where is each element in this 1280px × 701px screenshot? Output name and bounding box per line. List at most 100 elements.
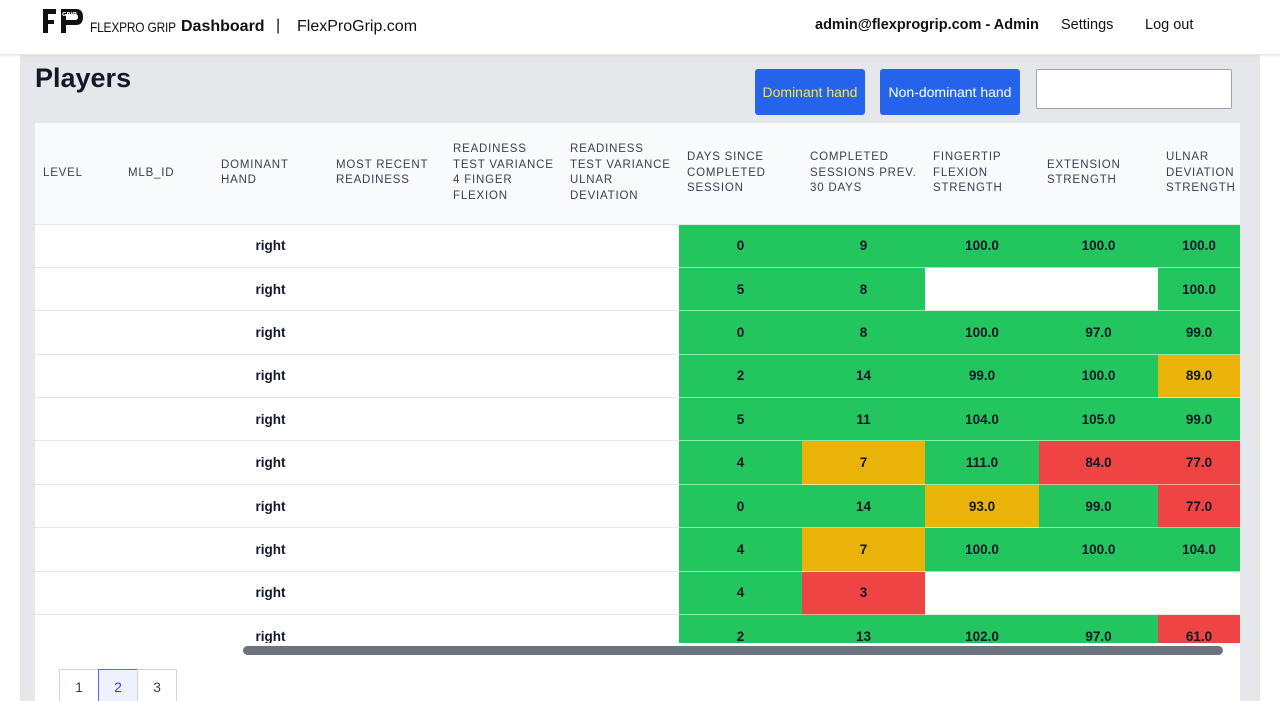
variance-flexion-cell: [445, 484, 562, 529]
nav-site-link[interactable]: FlexProGrip.com: [297, 18, 418, 35]
readiness-cell: [328, 310, 445, 355]
dominant-hand-cell: right: [213, 440, 328, 485]
column-header-variance-ulnar-deviation[interactable]: READINESS TEST VARIANCE ULNAR DEVIATION: [562, 123, 679, 225]
extension-cell: 100.0: [1039, 224, 1158, 268]
mlb-id-cell: [120, 224, 213, 268]
mlb-id-cell: [120, 484, 213, 529]
table-row[interactable]: right 5 11 104.0 105.0 99.0: [35, 397, 1240, 442]
level-cell: [35, 354, 120, 399]
variance-flexion-cell: [445, 267, 562, 312]
sessions-cell: 9: [802, 224, 925, 268]
extension-cell: 105.0: [1039, 397, 1158, 442]
players-table-container[interactable]: LEVEL MLB_ID DOMINANT HAND MOST RECENT R…: [35, 123, 1240, 643]
variance-flexion-cell: [445, 354, 562, 399]
players-table-body: right 0 9 100.0 100.0 100.0 right 5 8 100.0 right 0…: [35, 224, 1240, 643]
table-row[interactable]: right 4 3: [35, 571, 1240, 616]
table-row[interactable]: right 0 9 100.0 100.0 100.0: [35, 224, 1240, 268]
table-row[interactable]: right 4 7 111.0 84.0 77.0: [35, 440, 1240, 485]
fingertip-flexion-cell: 93.0: [925, 484, 1039, 529]
variance-ulnar-cell: [562, 354, 679, 399]
ulnar-deviation-cell: 100.0: [1158, 267, 1240, 312]
column-header-dominant-hand[interactable]: DOMINANT HAND: [213, 123, 328, 225]
readiness-cell: [328, 484, 445, 529]
table-header-row: LEVEL MLB_ID DOMINANT HAND MOST RECENT R…: [35, 123, 1240, 225]
days-since-cell: 0: [679, 310, 802, 355]
table-row[interactable]: right 2 14 99.0 100.0 89.0: [35, 354, 1240, 399]
column-header-most-recent-readiness[interactable]: MOST RECENT READINESS: [328, 123, 445, 225]
page-button-2[interactable]: 2: [98, 669, 138, 701]
variance-ulnar-cell: [562, 310, 679, 355]
variance-flexion-cell: [445, 224, 562, 268]
days-since-cell: 0: [679, 484, 802, 529]
variance-ulnar-cell: [562, 527, 679, 572]
dominant-hand-cell: right: [213, 571, 328, 616]
column-header-extension-strength[interactable]: EXTENSION STRENGTH: [1039, 123, 1158, 225]
non-dominant-hand-button[interactable]: Non-dominant hand: [880, 69, 1020, 115]
level-cell: [35, 571, 120, 616]
table-row[interactable]: right 0 8 100.0 97.0 99.0: [35, 310, 1240, 355]
extension-cell: [1039, 267, 1158, 312]
level-cell: [35, 310, 120, 355]
variance-flexion-cell: [445, 440, 562, 485]
table-row[interactable]: right 2 13 102.0 97.0 61.0: [35, 614, 1240, 643]
level-cell: [35, 267, 120, 312]
page-button-3[interactable]: 3: [137, 669, 177, 701]
mlb-id-cell: [120, 614, 213, 643]
dominant-hand-cell: right: [213, 224, 328, 268]
variance-ulnar-cell: [562, 224, 679, 268]
search-input[interactable]: [1036, 69, 1232, 109]
column-header-fingertip-flexion[interactable]: FINGERTIP FLEXION STRENGTH: [925, 123, 1039, 225]
nav-logout-link[interactable]: Log out: [1145, 17, 1194, 33]
table-row[interactable]: right 0 14 93.0 99.0 77.0: [35, 484, 1240, 529]
column-header-completed-sessions[interactable]: COMPLETED SESSIONS PREV. 30 DAYS: [802, 123, 925, 225]
dominant-hand-cell: right: [213, 527, 328, 572]
page-button-1[interactable]: 1: [59, 669, 99, 701]
column-header-ulnar-deviation[interactable]: ULNAR DEVIATION STRENGTH: [1158, 123, 1240, 225]
table-row[interactable]: right 5 8 100.0: [35, 267, 1240, 312]
ulnar-deviation-cell: [1158, 571, 1240, 616]
ulnar-deviation-cell: 104.0: [1158, 527, 1240, 572]
dominant-hand-button[interactable]: Dominant hand: [755, 69, 865, 115]
days-since-cell: 4: [679, 527, 802, 572]
dominant-hand-cell: right: [213, 354, 328, 399]
sessions-cell: 13: [802, 614, 925, 643]
column-header-days-since-session[interactable]: DAYS SINCE COMPLETED SESSION: [679, 123, 802, 225]
readiness-cell: [328, 571, 445, 616]
readiness-cell: [328, 267, 445, 312]
nav-settings-link[interactable]: Settings: [1061, 17, 1114, 33]
column-header-mlb-id[interactable]: MLB_ID: [120, 123, 213, 225]
nav-dashboard-link[interactable]: Dashboard: [181, 18, 265, 35]
variance-ulnar-cell: [562, 484, 679, 529]
days-since-cell: 5: [679, 267, 802, 312]
sessions-cell: 7: [802, 527, 925, 572]
pagination: 1 2 3: [35, 657, 1240, 701]
extension-cell: 99.0: [1039, 484, 1158, 529]
table-row[interactable]: right 4 7 100.0 100.0 104.0: [35, 527, 1240, 572]
ulnar-deviation-cell: 77.0: [1158, 484, 1240, 529]
flexpro-grip-logo-icon[interactable]: GRIP: [42, 7, 84, 35]
level-cell: [35, 224, 120, 268]
sessions-cell: 3: [802, 571, 925, 616]
ulnar-deviation-cell: 100.0: [1158, 224, 1240, 268]
readiness-cell: [328, 440, 445, 485]
extension-cell: 84.0: [1039, 440, 1158, 485]
column-header-variance-4-finger-flexion[interactable]: READINESS TEST VARIANCE 4 FINGER FLEXION: [445, 123, 562, 225]
variance-ulnar-cell: [562, 267, 679, 312]
days-since-cell: 4: [679, 440, 802, 485]
scrollbar-thumb[interactable]: [243, 646, 1223, 655]
mlb-id-cell: [120, 397, 213, 442]
top-navbar: GRIP FLEXPRO GRIP Dashboard | FlexProGri…: [0, 0, 1280, 55]
readiness-cell: [328, 354, 445, 399]
sessions-cell: 8: [802, 267, 925, 312]
fingertip-flexion-cell: 100.0: [925, 527, 1039, 572]
page-title: Players: [35, 63, 132, 93]
players-panel: Players Dominant hand Non-dominant hand …: [20, 55, 1260, 701]
mlb-id-cell: [120, 527, 213, 572]
mlb-id-cell: [120, 267, 213, 312]
dominant-hand-cell: right: [213, 614, 328, 643]
horizontal-scrollbar[interactable]: [35, 643, 1240, 657]
variance-flexion-cell: [445, 527, 562, 572]
column-header-level[interactable]: LEVEL: [35, 123, 120, 225]
fingertip-flexion-cell: 111.0: [925, 440, 1039, 485]
fingertip-flexion-cell: [925, 267, 1039, 312]
